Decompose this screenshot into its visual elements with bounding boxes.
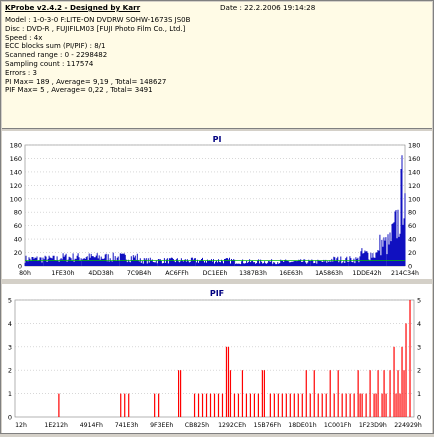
pi-x-tick: 4DD38h — [88, 270, 113, 277]
ecc-line: ECC blocks sum (PI/PIF) : 8/1 — [5, 42, 106, 51]
pi-x-tick: 1387B3h — [239, 270, 267, 277]
pi-y-tick-left: 20 — [14, 249, 22, 257]
pi-y-tick-right: 60 — [408, 222, 416, 230]
pif-x-tick: 18DE01h — [288, 422, 316, 429]
pi-y-tick-right: 160 — [408, 155, 420, 163]
pif-x-tick: 15B76Fh — [254, 422, 282, 429]
pi-x-tick: 214C34h — [391, 270, 419, 277]
pif-y-tick-right: 4 — [417, 320, 421, 328]
pi-x-tick: DC1EEh — [203, 270, 228, 277]
pi-y-tick-left: 180 — [10, 142, 22, 150]
pif-y-tick-right: 1 — [417, 390, 421, 398]
pi-y-tick-left: 140 — [10, 168, 22, 176]
pif-x-tick: 224929h — [394, 422, 422, 429]
model-line: Model : 1-0-3-0 F:LITE-ON DVDRW SOHW-167… — [5, 16, 191, 24]
pif-chart-panel: PIF 0 0 1 1 2 2 3 3 4 4 5 5 12h 1E212h 4914Fh 741E3h 9F3E… — [2, 284, 432, 433]
pif-x-tick: 1292CEh — [218, 422, 246, 429]
pi-y-tick-left: 120 — [10, 182, 22, 190]
pif-x-tick: CB825h — [185, 422, 209, 429]
scan-details: Model : 1-0-3-0 F:LITE-ON DVDRW SOHW-167… — [5, 16, 190, 95]
pif-y-tick-left: 4 — [8, 320, 12, 328]
pi-x-tick: 1DDE42h — [352, 270, 381, 277]
pif-y-tick-right: 2 — [417, 367, 421, 375]
pi-y-tick-left: 40 — [14, 236, 22, 244]
pi-x-tick: AC6FFh — [165, 270, 188, 277]
pi-series-bars — [24, 155, 406, 266]
pi-x-tick: 80h — [19, 270, 31, 277]
pi-x-tick: 7C9B4h — [127, 270, 151, 277]
pi-plot-area — [24, 144, 406, 267]
scan-info-panel: KProbe v2.4.2 - Designed by Karr Date : … — [2, 2, 432, 129]
sampling-line: Sampling count : 117574 — [5, 59, 94, 68]
pi-y-tick-right: 140 — [408, 168, 420, 176]
pif-x-tick: 1C001Fh — [324, 422, 352, 429]
pi-y-tick-left: 60 — [14, 222, 22, 230]
speed-line: Speed : 4x — [5, 33, 43, 42]
pi-y-tick-left: 0 — [18, 263, 22, 271]
pif-x-tick: 12h — [15, 422, 27, 429]
pif-y-tick-left: 5 — [8, 297, 12, 305]
pif-chart: PIF 0 0 1 1 2 2 3 3 4 4 5 5 12h 1E212h 4914Fh 741E3h 9F3E… — [8, 289, 422, 429]
pif-x-tick: 741E3h — [115, 422, 139, 429]
pif-y-tick-right: 3 — [417, 343, 421, 351]
pi-summary-line: PI Max= 189 , Average= 9,19 , Total= 148… — [5, 77, 167, 86]
pi-y-tick-right: 120 — [408, 182, 420, 190]
pif-summary-line: PIF Max= 5 , Average= 0,22 , Total= 3491 — [5, 86, 153, 95]
pi-chart: PI 0 0 20 20 40 40 60 60 80 80 100 100 120 120 140 140 16… — [10, 135, 421, 277]
pi-y-tick-right: 180 — [408, 142, 420, 150]
scan-date: Date : 22.2.2006 19:14:28 — [220, 3, 316, 12]
pif-x-tick: 9F3EEh — [150, 422, 173, 429]
range-line: Scanned range : 0 - 2298482 — [5, 51, 108, 60]
pi-y-tick-left: 80 — [14, 209, 22, 217]
pif-y-tick-left: 2 — [8, 367, 12, 375]
pif-x-tick: 4914Fh — [80, 422, 103, 429]
pi-x-tick: 1A5863h — [315, 270, 343, 277]
disc-line: Disc : DVD-R , FUJIFILM03 [FUJI Photo Fi… — [5, 24, 186, 33]
app-title: KProbe v2.4.2 - Designed by Karr — [5, 3, 141, 12]
pif-y-tick-right: 5 — [417, 297, 421, 305]
errors-line: Errors : 3 — [5, 68, 37, 77]
pi-y-tick-left: 160 — [10, 155, 22, 163]
pi-x-tick: 16E63h — [279, 270, 303, 277]
pif-x-tick: 1E212h — [44, 422, 68, 429]
pif-y-tick-right: 0 — [417, 414, 421, 422]
pi-chart-title: PI — [213, 135, 222, 144]
pif-chart-title: PIF — [210, 289, 224, 298]
pif-x-tick: 1F23D9h — [359, 422, 387, 429]
pif-y-tick-left: 0 — [8, 414, 12, 422]
pi-chart-panel: PI 0 0 20 20 40 40 60 60 80 80 100 100 120 120 140 140 16… — [2, 131, 432, 279]
pi-x-tick: 1FE30h — [51, 270, 74, 277]
pif-y-tick-left: 3 — [8, 343, 12, 351]
pi-y-tick-left: 100 — [10, 195, 22, 203]
pif-y-tick-left: 1 — [8, 390, 12, 398]
pi-y-tick-right: 80 — [408, 209, 416, 217]
pi-y-tick-right: 100 — [408, 195, 420, 203]
pi-y-tick-right: 20 — [408, 249, 416, 257]
pi-y-tick-right: 40 — [408, 236, 416, 244]
pi-y-tick-right: 0 — [408, 263, 412, 271]
